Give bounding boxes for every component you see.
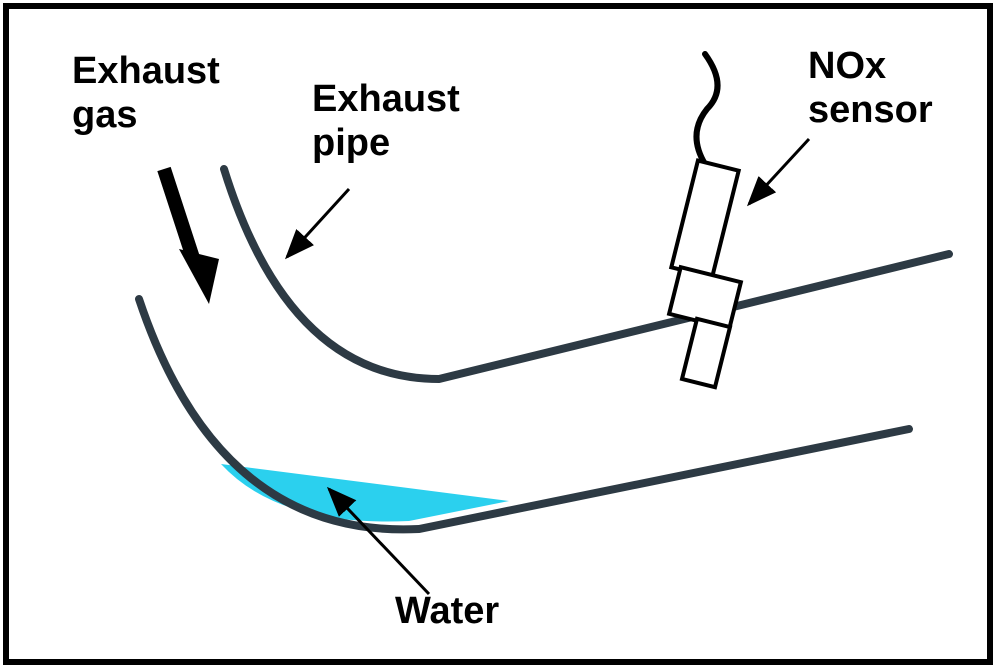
label-exhaust-pipe: Exhaust pipe <box>312 78 460 165</box>
pipe-top <box>224 169 949 379</box>
pipe-pointer <box>287 189 349 257</box>
sensor-wire <box>696 54 717 164</box>
nox-pointer <box>749 139 809 204</box>
gas-arrow-shaft <box>164 169 194 261</box>
label-nox-sensor: NOx sensor <box>808 45 933 132</box>
sensor-tip <box>682 319 730 387</box>
label-exhaust-gas: Exhaust gas <box>72 50 220 137</box>
sensor-body <box>671 161 738 278</box>
label-water: Water <box>395 590 499 634</box>
gas-arrow-head <box>179 249 219 304</box>
nox-sensor <box>669 54 741 387</box>
pipe-bottom <box>139 299 909 529</box>
